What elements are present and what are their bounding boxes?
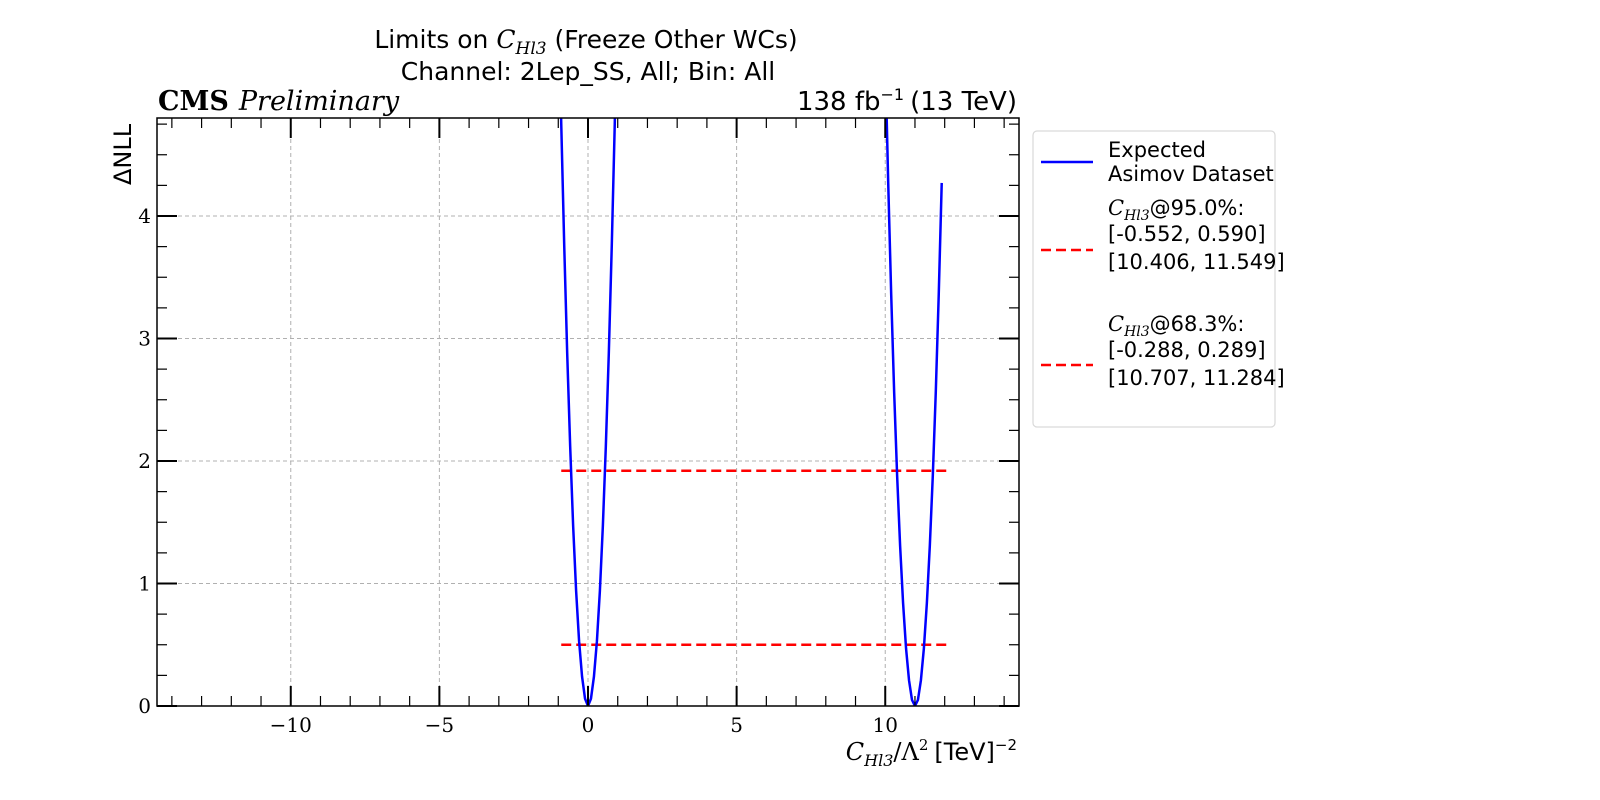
legend-cl68-interval2: [10.707, 11.284]: [1108, 366, 1285, 390]
experiment-label: CMS Preliminary: [158, 86, 400, 117]
axis-ticks: [157, 118, 1019, 707]
legend-expected-line1: Expected: [1108, 138, 1206, 162]
legend-cl68-interval1: [-0.288, 0.289]: [1108, 338, 1266, 362]
series-layer: [559, 118, 943, 706]
legend-cl68-heading: CHl3@68.3%:: [1108, 312, 1244, 340]
legend-frame: [1032, 130, 1276, 428]
confidence-level-lines: [561, 469, 951, 646]
legend-expected-line2: Asimov Dataset: [1108, 162, 1274, 186]
legend-cl95-heading: CHl3@95.0%:: [1108, 196, 1244, 224]
x-tick-label: 0: [582, 713, 595, 737]
y-tick-label: 4: [138, 204, 151, 228]
series-line-expected: [559, 118, 617, 706]
x-tick-label: 5: [730, 713, 743, 737]
y-axis-label: ΔNLL: [109, 123, 137, 185]
chart-title-line1: Limits on CHl3 (Freeze Other WCs): [374, 25, 797, 59]
y-tick-labels: 0 1 2 3 4: [138, 204, 151, 718]
legend-cl95-interval2: [10.406, 11.549]: [1108, 250, 1285, 274]
y-tick-label: 1: [138, 572, 151, 596]
lumi-label: 138 fb−1 (13 TeV): [797, 85, 1017, 117]
legend: Expected Asimov Dataset CHl3@95.0%: [-0.…: [1032, 130, 1285, 428]
grid-lines: [157, 118, 1019, 706]
x-axis-label: CHl3/Λ2 [TeV]−2: [846, 736, 1017, 770]
x-tick-label: −10: [270, 713, 312, 737]
y-tick-label: 0: [138, 694, 151, 718]
plot-area: −10 −5 0 5 10 0 1 2 3 4: [138, 117, 1020, 737]
x-tick-label: −5: [425, 713, 454, 737]
series-line-expected: [885, 118, 943, 706]
legend-cl95-interval1: [-0.552, 0.590]: [1108, 222, 1266, 246]
x-tick-labels: −10 −5 0 5 10: [270, 713, 898, 737]
y-tick-label: 2: [138, 449, 151, 473]
chart-title-line2: Channel: 2Lep_SS, All; Bin: All: [401, 57, 775, 86]
x-tick-label: 10: [873, 713, 898, 737]
y-tick-label: 3: [138, 327, 151, 351]
